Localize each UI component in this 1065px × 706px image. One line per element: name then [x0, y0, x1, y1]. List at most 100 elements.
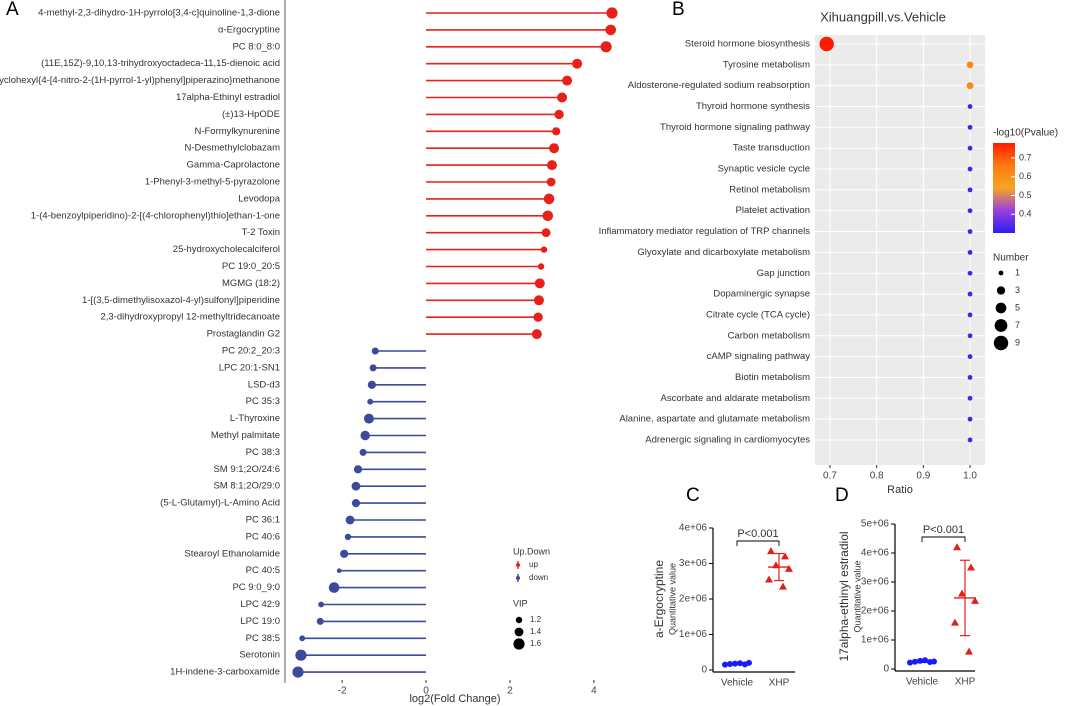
- data-point: [965, 647, 973, 655]
- lollipop-head: [543, 193, 555, 205]
- row-label: Stearoyl Ethanolamide: [184, 548, 280, 559]
- bubble: [967, 312, 973, 318]
- lollipop-head: [295, 649, 307, 661]
- lollipop-head: [562, 75, 573, 86]
- row-label: Glyoxylate and dicarboxylate metabolism: [637, 247, 810, 258]
- colorbar-tick-label: 0.5: [1019, 190, 1032, 200]
- x-axis-title: Ratio: [887, 484, 913, 496]
- lollipop-head: [557, 92, 568, 103]
- y-tick-label: 4e+06: [679, 523, 708, 534]
- data-point: [779, 582, 787, 590]
- y-tick-label: 3e+06: [861, 577, 890, 588]
- row-label: (±)13-HpODE: [222, 109, 280, 120]
- row-label: Steroid hormone biosynthesis: [685, 39, 810, 50]
- chart-title: Xihuangpill.vs.Vehicle: [820, 9, 946, 24]
- row-label: 1-Phenyl-3-methyl-5-pyrazolone: [145, 177, 280, 188]
- row-label: Tyrosine metabolism: [723, 59, 810, 70]
- lollipop-head: [360, 430, 370, 441]
- lollipop-head: [546, 177, 556, 187]
- bubble: [967, 208, 973, 214]
- colorbar: [993, 143, 1015, 233]
- lollipop-head: [328, 582, 340, 593]
- row-label: LSD-d3: [248, 379, 280, 390]
- lollipop-head: [351, 499, 361, 508]
- annotation: P<0.001: [923, 524, 964, 536]
- row-label: PC 40:6: [246, 531, 280, 542]
- row-label: 2,3-dihydroxypropyl 12-methyltridecanoat…: [100, 312, 280, 323]
- data-point: [971, 596, 979, 604]
- size-legend-mark: [996, 286, 1006, 295]
- row-label: 1-[(3,5-dimethylisoxazol-4-yl)sulfonyl]p…: [82, 295, 280, 306]
- bubble: [967, 124, 973, 130]
- plot-background: [815, 35, 985, 465]
- bubble: [966, 61, 974, 69]
- colorbar-title: -log10(Pvalue): [993, 128, 1058, 139]
- lollipop-head: [546, 160, 557, 171]
- bubble: [967, 416, 973, 422]
- lollipop-head: [572, 58, 583, 69]
- size-legend-label: 7: [1015, 320, 1020, 330]
- size-legend-label: 1.4: [530, 627, 542, 636]
- lollipop-head: [371, 347, 379, 355]
- size-legend-label: 5: [1015, 302, 1020, 312]
- colorbar-tick-label: 0.7: [1019, 152, 1032, 162]
- size-legend-label: 1.2: [530, 615, 542, 624]
- row-label: PC 9:0_9:0: [232, 582, 280, 593]
- row-label: SM 9:1;2O/24:6: [213, 464, 280, 475]
- y-axis-title: 17alpha-ethinyl estradiol: [837, 531, 851, 661]
- size-legend-mark: [514, 627, 524, 637]
- lollipop-head: [606, 7, 618, 19]
- lollipop-head: [353, 465, 363, 474]
- row-label: Aldosterone-regulated sodium reabsorptio…: [628, 80, 810, 91]
- row-label: PC 19:0_20:5: [222, 261, 280, 272]
- row-label: Thyroid hormone synthesis: [696, 101, 810, 112]
- row-label: 1H-indene-3-carboxamide: [170, 667, 280, 678]
- y-tick-label: 0: [701, 665, 707, 676]
- size-legend-mark: [515, 616, 523, 624]
- row-label: Ascorbate and aldarate metabolism: [661, 393, 811, 404]
- bubble: [967, 270, 973, 276]
- row-label: LPC 42:9: [240, 599, 280, 610]
- x-tick-label: 2: [507, 686, 513, 697]
- lollipop-head: [552, 127, 561, 136]
- bubble: [967, 375, 973, 380]
- size-legend-label: 1.6: [530, 639, 542, 648]
- size-legend-mark: [994, 319, 1008, 332]
- row-label: LPC 19:0: [240, 616, 280, 627]
- lollipop-head: [549, 143, 560, 154]
- y-tick-label: 2e+06: [861, 606, 890, 617]
- lollipop-head: [605, 24, 617, 36]
- row-label: PC 38:3: [246, 447, 280, 458]
- y-tick-label: 4e+06: [861, 548, 890, 559]
- x-tick-label: 0.9: [916, 471, 930, 482]
- y-axis-subtitle: Quantitative value: [852, 560, 862, 632]
- row-label: Carbon metabolism: [728, 330, 810, 341]
- row-label: Thyroid hormone signaling pathway: [660, 122, 810, 133]
- panel-label: A: [6, 0, 19, 20]
- row-label: Dopaminergic synapse: [713, 289, 810, 300]
- lollipop-head: [344, 533, 352, 541]
- bubble: [967, 437, 973, 443]
- data-point: [953, 543, 961, 551]
- colorbar-tick-label: 0.6: [1019, 171, 1032, 181]
- x-axis-title: log2(Fold Change): [409, 693, 500, 705]
- y-tick-label: 2e+06: [679, 594, 708, 605]
- row-label: α-Ergocryptine: [218, 24, 280, 35]
- row-label: Gamma-Caprolactone: [187, 160, 280, 171]
- size-legend-mark: [993, 335, 1009, 351]
- y-tick-label: 0: [883, 664, 889, 675]
- size-legend-label: 9: [1015, 337, 1020, 347]
- x-tick-label: -2: [338, 686, 347, 697]
- lollipop-head: [367, 380, 376, 389]
- lollipop-head: [336, 568, 342, 573]
- legend-title: Up.Down: [513, 546, 550, 556]
- data-point: [765, 575, 773, 583]
- significance-bracket: [921, 536, 966, 542]
- bubble: [967, 250, 973, 255]
- row-label: Levodopa: [238, 193, 280, 204]
- bubble: [819, 36, 834, 52]
- y-tick-label: 3e+06: [679, 558, 708, 569]
- lollipop-head: [318, 601, 324, 608]
- x-tick-label: Vehicle: [721, 678, 754, 689]
